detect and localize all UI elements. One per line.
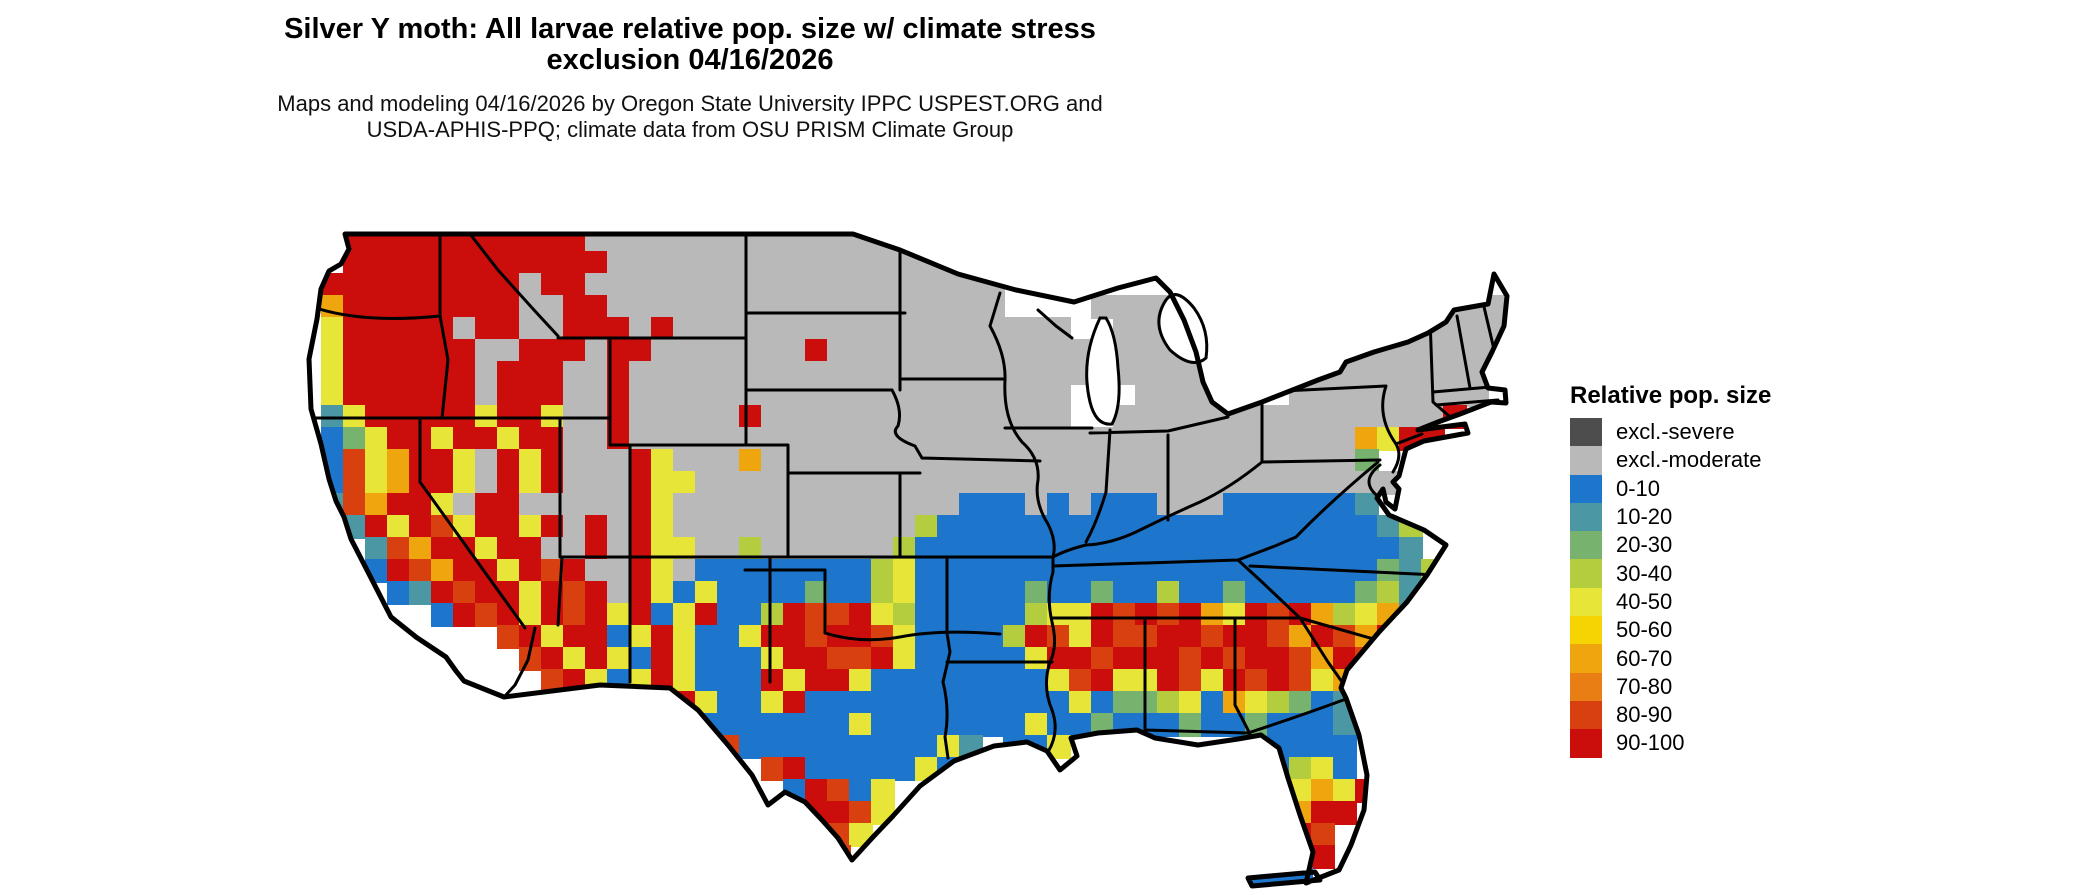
- legend-item: 0-10: [1570, 474, 1870, 503]
- legend: Relative pop. size excl.-severe excl.-mod…: [1570, 382, 1870, 758]
- legend-item: 70-80: [1570, 672, 1870, 701]
- map-subtitle: Maps and modeling 04/16/2026 by Oregon S…: [0, 91, 1380, 143]
- legend-label: 40-50: [1616, 588, 1673, 614]
- legend-items: excl.-severe excl.-moderate 0-10 10-20 20-30…: [1570, 418, 1870, 758]
- legend-label: 20-30: [1616, 532, 1673, 558]
- map-title-line1: Silver Y moth: All larvae relative pop. …: [284, 13, 1096, 45]
- legend-label: 10-20: [1616, 504, 1673, 530]
- legend-item: 90-100: [1570, 729, 1870, 758]
- legend-label: excl.-moderate: [1616, 447, 1762, 473]
- map-title-line2: exclusion 04/16/2026: [546, 44, 834, 76]
- legend-swatch: [1570, 587, 1602, 617]
- us-outline: [306, 231, 1510, 889]
- legend-swatch: [1570, 644, 1602, 673]
- legend-swatch: [1570, 446, 1602, 475]
- legend-label: 70-80: [1616, 673, 1673, 699]
- legend-swatch: [1570, 474, 1602, 503]
- legend-swatch: [1570, 502, 1602, 532]
- map-subtitle-line2: USDA-APHIS-PPQ; climate data from OSU PR…: [366, 117, 1014, 142]
- legend-swatch: [1570, 729, 1602, 758]
- legend-item: 60-70: [1570, 644, 1870, 673]
- legend-label: 50-60: [1616, 617, 1673, 643]
- us-map-svg: [306, 231, 1510, 889]
- state-borders: [309, 234, 1500, 760]
- legend-item: 10-20: [1570, 502, 1870, 532]
- legend-item: excl.-moderate: [1570, 446, 1870, 475]
- legend-label: 80-90: [1616, 702, 1673, 728]
- legend-title: Relative pop. size: [1570, 382, 1772, 409]
- legend-label: 90-100: [1616, 730, 1685, 756]
- legend-item: 30-40: [1570, 559, 1870, 588]
- legend-item: excl.-severe: [1570, 418, 1870, 447]
- lake-michigan: [1085, 316, 1121, 426]
- legend-item: 80-90: [1570, 700, 1870, 730]
- legend-item: 20-30: [1570, 531, 1870, 560]
- legend-item: 50-60: [1570, 616, 1870, 645]
- legend-swatch: [1570, 616, 1602, 645]
- legend-item: 40-50: [1570, 587, 1870, 617]
- legend-swatch: [1570, 559, 1602, 588]
- legend-label: 0-10: [1616, 475, 1661, 501]
- legend-swatch: [1570, 531, 1602, 560]
- legend-swatch: [1570, 700, 1602, 730]
- legend-swatch: [1570, 672, 1602, 701]
- legend-label: 60-70: [1616, 645, 1673, 671]
- header: Silver Y moth: All larvae relative pop. …: [0, 14, 1380, 143]
- us-map: [300, 230, 1510, 890]
- legend-swatch: [1570, 418, 1602, 447]
- legend-label: 30-40: [1616, 560, 1673, 586]
- map-subtitle-line1: Maps and modeling 04/16/2026 by Oregon S…: [277, 91, 1103, 116]
- legend-label: excl.-severe: [1616, 419, 1735, 445]
